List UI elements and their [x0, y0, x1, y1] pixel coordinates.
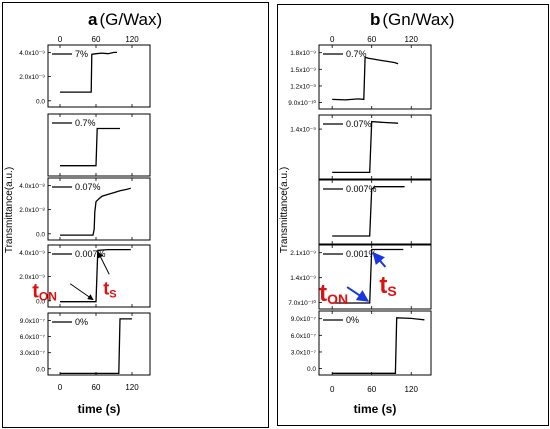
- x-tick-label-bottom: 0: [58, 383, 63, 392]
- series-line: [60, 51, 117, 93]
- x-tick-label-top: 60: [367, 35, 376, 44]
- series-line: [332, 186, 405, 237]
- y-tick-label: 9.0x10⁻⁷: [20, 318, 46, 325]
- annotation-label: tON: [319, 280, 348, 307]
- x-axis-label: time (s): [78, 402, 121, 416]
- x-tick-label-bottom: 60: [92, 383, 101, 392]
- series-line: [332, 248, 404, 304]
- annotation-main: t: [103, 278, 109, 298]
- y-tick-label: 3.0x10⁻⁷: [291, 349, 317, 356]
- legend-label: 0.007%: [346, 184, 377, 194]
- series-line: [60, 127, 120, 167]
- y-tick-label: 2.0x10⁻⁹: [19, 274, 45, 281]
- annotation-arrow: [97, 251, 110, 275]
- series-line: [332, 120, 399, 174]
- subplot-frame: [47, 177, 151, 241]
- x-tick-label-bottom: 120: [125, 383, 139, 392]
- subplot-frame: [318, 179, 432, 245]
- legend-label: 0.7%: [75, 118, 96, 128]
- series-line: [60, 187, 131, 236]
- annotation-sub: ON: [39, 290, 57, 304]
- x-tick-label-top: 0: [330, 35, 335, 44]
- y-tick-label: 1.4x10⁻⁹: [290, 275, 316, 282]
- y-tick-label: 9.0x10⁻¹⁰: [288, 99, 316, 107]
- x-tick-label-bottom: 120: [405, 385, 419, 394]
- y-tick-label: 3.0x10⁻⁷: [20, 350, 46, 357]
- panel-a-frame: [2, 2, 269, 428]
- annotation-arrow: [372, 252, 387, 268]
- panel-b-title: b (Gn/Wax): [370, 10, 454, 29]
- annotation-sub: ON: [327, 291, 348, 307]
- y-tick-label: 0.0: [36, 98, 45, 105]
- y-tick-label: 2.0x10⁻⁹: [19, 74, 45, 81]
- panel-material: (Gn/Wax): [382, 10, 454, 29]
- panel-a-title: a (G/Wax): [88, 10, 162, 29]
- series-line: [60, 248, 131, 303]
- annotation-label: tS: [379, 272, 396, 299]
- subplot-frame: [47, 113, 151, 177]
- annotation-label: tS: [103, 278, 116, 300]
- legend-label: 0.007%: [75, 249, 106, 259]
- panel-letter: a: [88, 10, 98, 29]
- annotation-sub: S: [387, 283, 396, 299]
- y-tick-label: 4.0x10⁻⁹: [19, 50, 45, 57]
- y-tick-label: 4.0x10⁻⁹: [19, 250, 45, 257]
- panel-letter: b: [370, 10, 380, 29]
- x-axis-label: time (s): [354, 402, 397, 416]
- y-tick-label: 0.0: [307, 366, 316, 373]
- series-line: [60, 318, 132, 375]
- annotation-label: tON: [32, 281, 57, 304]
- annotation-arrow: [346, 286, 370, 302]
- subplot-frame: [318, 310, 432, 376]
- series-line: [332, 56, 399, 101]
- y-tick-label: 1.5x10⁻⁹: [290, 67, 316, 74]
- subplot-frame: [318, 44, 432, 110]
- x-tick-label-bottom: 60: [367, 385, 376, 394]
- x-tick-label-top: 0: [58, 35, 63, 44]
- y-tick-label: 6.0x10⁻⁷: [291, 333, 317, 340]
- annotation-main: t: [32, 281, 39, 303]
- y-tick-label: 0.0: [36, 366, 45, 373]
- y-tick-label: 9.0x10⁻⁷: [291, 316, 317, 323]
- subplot-frame: [47, 312, 151, 376]
- panel-b-frame: [277, 4, 549, 426]
- y-tick-label: 1.8x10⁻⁹: [290, 50, 316, 57]
- y-tick-label: 1.2x10⁻⁹: [290, 83, 316, 90]
- legend-label: 0.07%: [346, 119, 372, 129]
- subplot-frame: [318, 244, 432, 310]
- legend-label: 0%: [75, 317, 88, 327]
- legend-label: 0%: [346, 315, 359, 325]
- subplot-frame: [47, 244, 151, 308]
- y-tick-label: 0.0: [36, 298, 45, 305]
- annotation-main: t: [379, 272, 387, 299]
- y-axis-label: Transmittance(a.u.): [279, 167, 290, 253]
- y-axis-label: Transmittance(a.u.): [4, 167, 15, 253]
- y-tick-label: 0.0: [36, 231, 45, 238]
- legend-label: 0.7%: [346, 49, 367, 59]
- legend-label: 0.001%: [346, 249, 377, 259]
- y-tick-label: 1.4x10⁻⁹: [290, 127, 316, 134]
- x-tick-label-top: 120: [125, 35, 139, 44]
- series-line: [332, 317, 425, 374]
- panel-material: (G/Wax): [99, 10, 162, 29]
- y-tick-label: 2.1x10⁻⁹: [290, 250, 316, 257]
- y-tick-label: 6.0x10⁻⁷: [20, 334, 46, 341]
- legend-label: 7%: [75, 49, 88, 59]
- x-tick-label-top: 120: [405, 35, 419, 44]
- annotation-sub: S: [109, 288, 116, 300]
- y-tick-label: 4.0x10⁻⁸: [19, 183, 45, 190]
- subplot-frame: [318, 114, 432, 180]
- x-tick-label-bottom: 0: [330, 385, 335, 394]
- annotation-arrow: [69, 283, 94, 301]
- y-tick-label: 2.0x10⁻⁸: [19, 207, 45, 214]
- y-tick-label: 7.0x10⁻¹⁰: [288, 299, 316, 307]
- subplot-frame: [47, 44, 151, 108]
- annotation-main: t: [319, 280, 327, 307]
- legend-label: 0.07%: [75, 182, 101, 192]
- x-tick-label-top: 60: [92, 35, 101, 44]
